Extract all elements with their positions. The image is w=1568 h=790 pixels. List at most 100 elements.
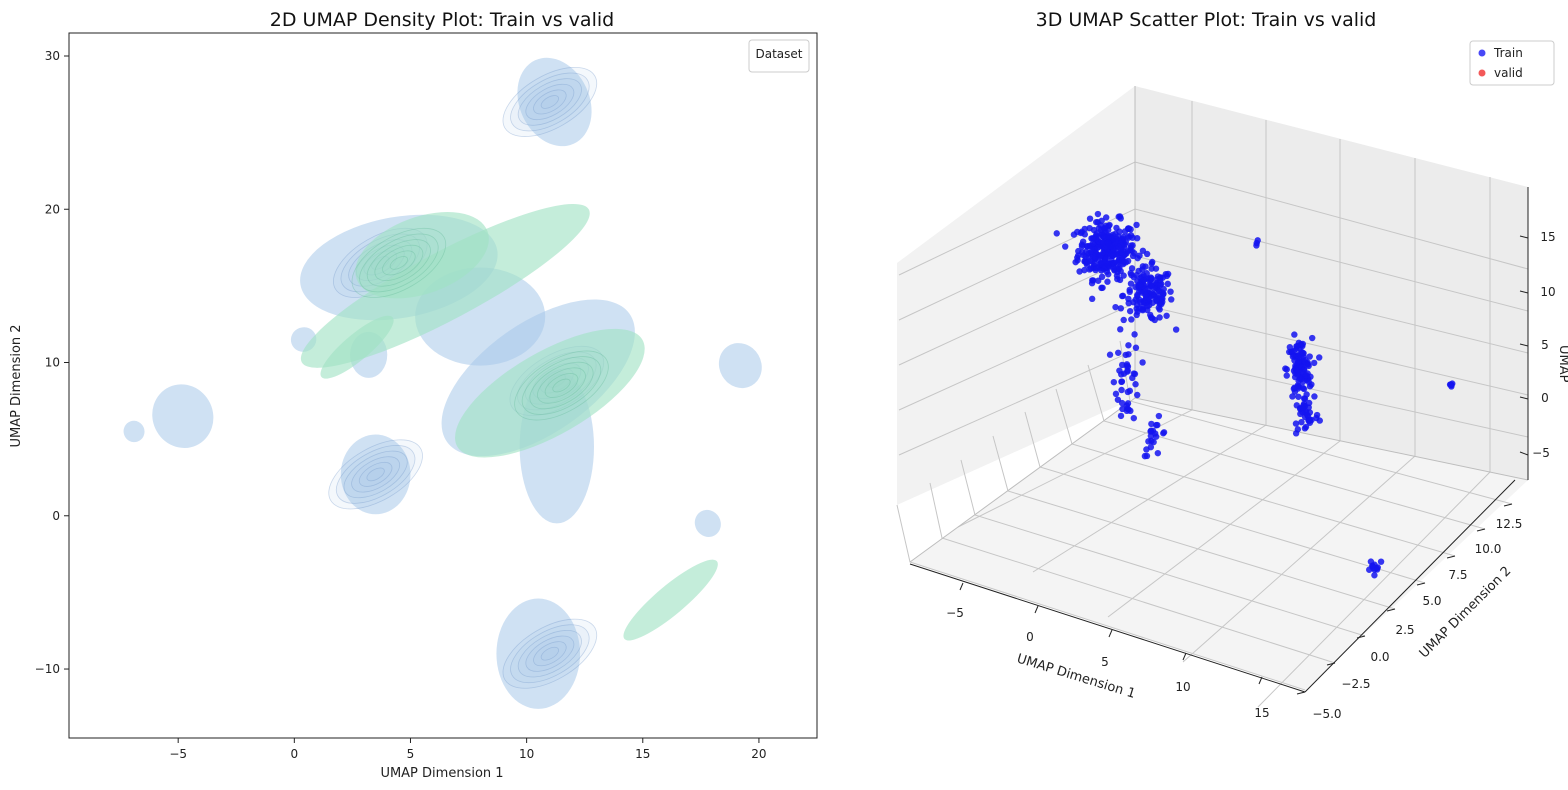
scatter3d-legend: Train valid bbox=[1469, 40, 1555, 86]
scatter-point bbox=[1094, 219, 1101, 226]
scatter-point bbox=[1097, 252, 1105, 259]
density-contour bbox=[502, 618, 598, 689]
scatter-point bbox=[1155, 412, 1163, 420]
density-contour bbox=[533, 89, 567, 115]
density-region bbox=[455, 328, 645, 458]
scatter-point bbox=[1106, 351, 1114, 358]
legend-label-valid: valid bbox=[1494, 66, 1523, 80]
y-tick-label: 20 bbox=[45, 202, 60, 216]
scatter-point bbox=[1172, 326, 1180, 333]
scatter-point bbox=[1118, 386, 1125, 394]
z-tick-marks bbox=[1519, 235, 1529, 456]
scatter-point bbox=[1076, 268, 1083, 275]
scatter-point bbox=[1104, 278, 1111, 285]
y-tick-label: −10 bbox=[35, 662, 60, 676]
scatter-point bbox=[1149, 258, 1156, 266]
scatter-point bbox=[1070, 231, 1078, 238]
scatter-point bbox=[1293, 345, 1300, 352]
x-tick-label: −5 bbox=[169, 747, 187, 761]
scatter-point bbox=[1156, 306, 1163, 313]
scatter3d-title: 3D UMAP Scatter Plot: Train vs valid bbox=[1036, 9, 1377, 31]
density-contour bbox=[366, 467, 385, 482]
density-contour bbox=[382, 250, 416, 276]
scatter-point bbox=[1301, 425, 1309, 432]
scatter-point bbox=[1098, 273, 1106, 281]
scatter-point bbox=[1307, 373, 1314, 380]
scatter-point bbox=[1129, 234, 1136, 241]
density-region bbox=[123, 420, 145, 443]
scatter-point bbox=[1105, 271, 1112, 278]
scatter-point bbox=[1128, 271, 1135, 279]
scatter-point bbox=[1306, 353, 1313, 360]
density-contour bbox=[525, 83, 575, 121]
scatter-point bbox=[1305, 404, 1312, 411]
scatter-point bbox=[1124, 225, 1132, 232]
scatter-point bbox=[1132, 344, 1140, 351]
legend-marker-train bbox=[1478, 49, 1486, 57]
scatter-point bbox=[1371, 561, 1378, 568]
scatter-point bbox=[1117, 215, 1124, 222]
scatter-point bbox=[1132, 381, 1139, 388]
axes-3d bbox=[909, 187, 1529, 693]
density-legend-title: Dataset bbox=[756, 47, 803, 61]
scatter-point bbox=[1306, 416, 1313, 424]
scatter-point bbox=[1371, 572, 1378, 579]
scatter-point bbox=[1117, 240, 1124, 248]
z3d-tick-label: 15 bbox=[1540, 230, 1555, 244]
scatter-point bbox=[1134, 301, 1141, 309]
z3d-tick-label: 10 bbox=[1540, 285, 1555, 299]
x3d-tick-label: 0 bbox=[1026, 630, 1034, 644]
scatter-point bbox=[1053, 230, 1060, 237]
scatter-point bbox=[1089, 240, 1097, 247]
scatter-point bbox=[1291, 331, 1298, 338]
scatter-point bbox=[1295, 358, 1303, 365]
x-axis-line bbox=[909, 563, 1306, 693]
z3d-axis-label: UMAP bbox=[1556, 345, 1568, 383]
scatter-point bbox=[1132, 296, 1140, 303]
density-ticks: −5 0 5 10 15 20 −10 0 10 20 30 bbox=[35, 49, 767, 761]
scatter-point bbox=[1283, 366, 1290, 373]
scatter-point bbox=[1090, 226, 1098, 234]
density-contour bbox=[335, 445, 416, 504]
density-contour bbox=[544, 373, 579, 398]
scatter-point bbox=[1120, 316, 1127, 324]
scatter-point bbox=[1168, 296, 1175, 303]
scatter-point bbox=[1137, 275, 1144, 282]
y-tick-label: 10 bbox=[45, 356, 60, 370]
density-contour bbox=[510, 72, 590, 132]
scatter-point bbox=[1129, 374, 1136, 382]
density-contour bbox=[514, 350, 609, 421]
density-contour bbox=[521, 356, 602, 415]
y3d-tick-label: 7.5 bbox=[1448, 568, 1467, 582]
scatter-points bbox=[1053, 210, 1456, 579]
scatter-point bbox=[1147, 282, 1155, 290]
scatter-point bbox=[1119, 292, 1126, 300]
scatter-point bbox=[1131, 331, 1138, 338]
density-region bbox=[152, 384, 214, 448]
scatter-point bbox=[1126, 387, 1134, 395]
scatter-point bbox=[1135, 267, 1142, 275]
x-tick-label: 20 bbox=[751, 747, 766, 761]
scatter-point bbox=[1128, 316, 1135, 323]
density-frame bbox=[68, 32, 818, 739]
scatter-point bbox=[1095, 277, 1102, 284]
scatter-point bbox=[1298, 418, 1305, 426]
scatter-point bbox=[1094, 210, 1102, 218]
scatter-point bbox=[1294, 382, 1302, 389]
scatter-point bbox=[1110, 378, 1118, 386]
scatter-point bbox=[1103, 214, 1110, 221]
density-contour bbox=[533, 641, 567, 667]
scatter-point bbox=[1157, 281, 1164, 289]
density-contour bbox=[540, 646, 559, 661]
density-contour bbox=[502, 66, 598, 137]
scatter-point bbox=[1078, 241, 1086, 248]
y-axis-line bbox=[1304, 479, 1516, 693]
x3d-tick-label: −5 bbox=[946, 606, 964, 620]
scatter-point bbox=[1163, 312, 1170, 319]
pane-back-right bbox=[1135, 86, 1528, 480]
scatter-point bbox=[1298, 363, 1305, 370]
x-tick-label: 5 bbox=[407, 747, 415, 761]
scatter-point bbox=[1254, 237, 1261, 244]
scatter-point bbox=[1107, 252, 1114, 260]
scatter-point bbox=[1083, 258, 1090, 266]
